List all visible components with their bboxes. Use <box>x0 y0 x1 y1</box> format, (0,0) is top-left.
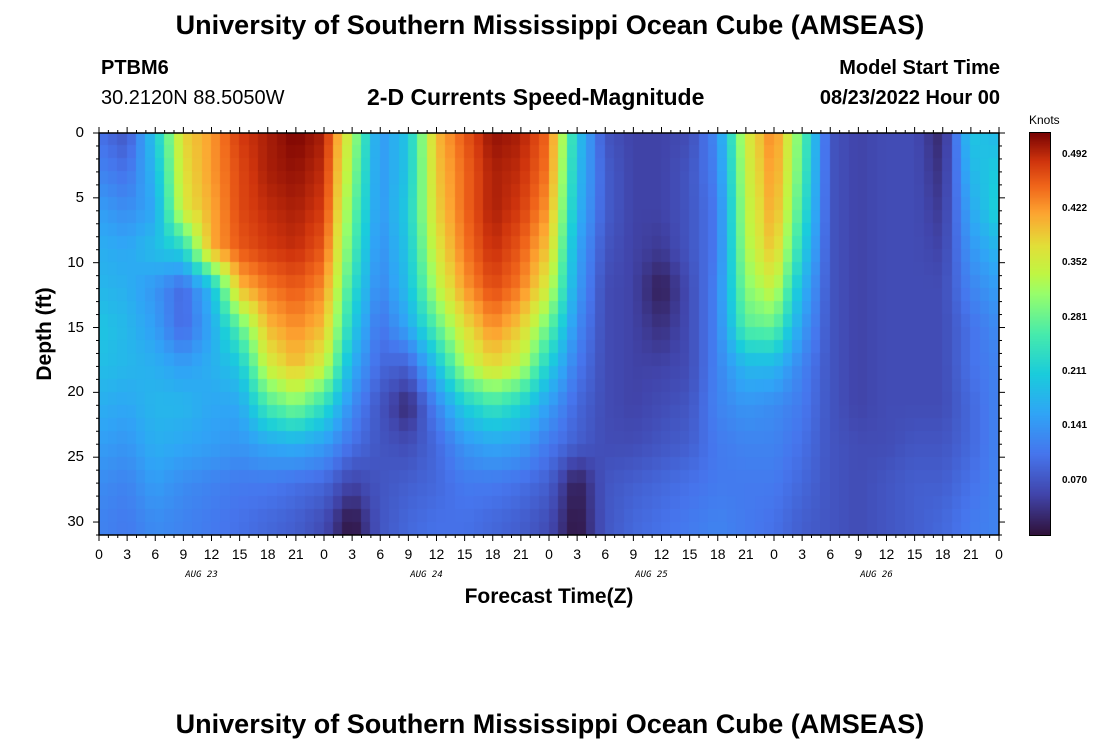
model-start-label: Model Start Time <box>839 57 1000 79</box>
day-label: AUG 26 <box>860 570 893 580</box>
colorbar-canvas <box>1030 133 1050 535</box>
colorbar-tick-label: 0.211 <box>1062 365 1087 377</box>
x-tick-label: 15 <box>456 546 473 562</box>
x-tick-label: 12 <box>203 546 220 562</box>
x-tick-label: 9 <box>854 546 863 562</box>
y-tick-label: 5 <box>75 188 84 206</box>
station-coords: 30.2120N 88.5050W <box>101 87 285 109</box>
colorbar-tick-label: 0.352 <box>1062 256 1088 268</box>
x-tick-label: 0 <box>320 546 328 562</box>
day-label: AUG 25 <box>635 570 668 580</box>
page-title: University of Southern Mississippi Ocean… <box>175 10 925 40</box>
plot-title: 2-D Currents Speed-Magnitude <box>367 84 705 110</box>
y-axis-label: Depth (ft) <box>33 287 56 381</box>
colorbar-tick-label: 0.422 <box>1062 202 1088 214</box>
colorbar-tick-label: 0.492 <box>1062 148 1088 160</box>
x-tick-label: 15 <box>231 546 248 562</box>
x-tick-label: 6 <box>601 546 610 562</box>
x-tick-label: 21 <box>963 546 979 562</box>
y-tick-label: 20 <box>67 383 84 401</box>
colorbar-label: Knots <box>1029 113 1060 127</box>
x-tick-label: 12 <box>653 546 670 562</box>
x-tick-label: 21 <box>738 546 754 562</box>
y-tick-label: 0 <box>75 124 84 141</box>
x-tick-label: 3 <box>798 546 807 562</box>
y-tick-label: 10 <box>67 253 84 271</box>
x-tick-label: 3 <box>348 546 357 562</box>
footer-title: University of Southern Mississippi Ocean… <box>175 709 925 739</box>
y-tick-label: 15 <box>67 318 84 336</box>
day-label: AUG 23 <box>185 570 218 580</box>
x-tick-label: 6 <box>376 546 385 562</box>
x-tick-label: 18 <box>934 546 951 562</box>
x-tick-label: 15 <box>681 546 698 562</box>
y-tick-label: 30 <box>67 513 84 531</box>
station-id: PTBM6 <box>101 57 169 79</box>
x-tick-label: 3 <box>573 546 582 562</box>
x-tick-label: 9 <box>629 546 638 562</box>
x-tick-label: 6 <box>826 546 835 562</box>
x-tick-label: 21 <box>513 546 529 562</box>
x-tick-label: 0 <box>545 546 553 562</box>
day-label: AUG 24 <box>410 570 443 580</box>
x-tick-label: 18 <box>709 546 726 562</box>
model-start-value: 08/23/2022 Hour 00 <box>819 87 1000 109</box>
x-tick-label: 0 <box>95 546 103 562</box>
x-axis-label: Forecast Time(Z) <box>464 585 634 608</box>
x-tick-label: 0 <box>995 546 1003 562</box>
x-tick-label: 9 <box>404 546 413 562</box>
x-tick-label: 9 <box>179 546 188 562</box>
x-tick-label: 3 <box>123 546 132 562</box>
colorbar-tick-label: 0.070 <box>1062 474 1088 486</box>
x-tick-label: 6 <box>151 546 160 562</box>
x-tick-label: 15 <box>906 546 923 562</box>
heatmap-canvas <box>99 133 999 535</box>
x-tick-label: 21 <box>288 546 304 562</box>
x-tick-label: 12 <box>878 546 895 562</box>
y-tick-label: 25 <box>67 448 84 466</box>
x-tick-label: 18 <box>484 546 501 562</box>
x-tick-label: 12 <box>428 546 445 562</box>
colorbar-tick-label: 0.141 <box>1062 419 1088 431</box>
x-tick-label: 0 <box>770 546 778 562</box>
colorbar-tick-label: 0.281 <box>1062 311 1088 323</box>
x-tick-label: 18 <box>259 546 276 562</box>
